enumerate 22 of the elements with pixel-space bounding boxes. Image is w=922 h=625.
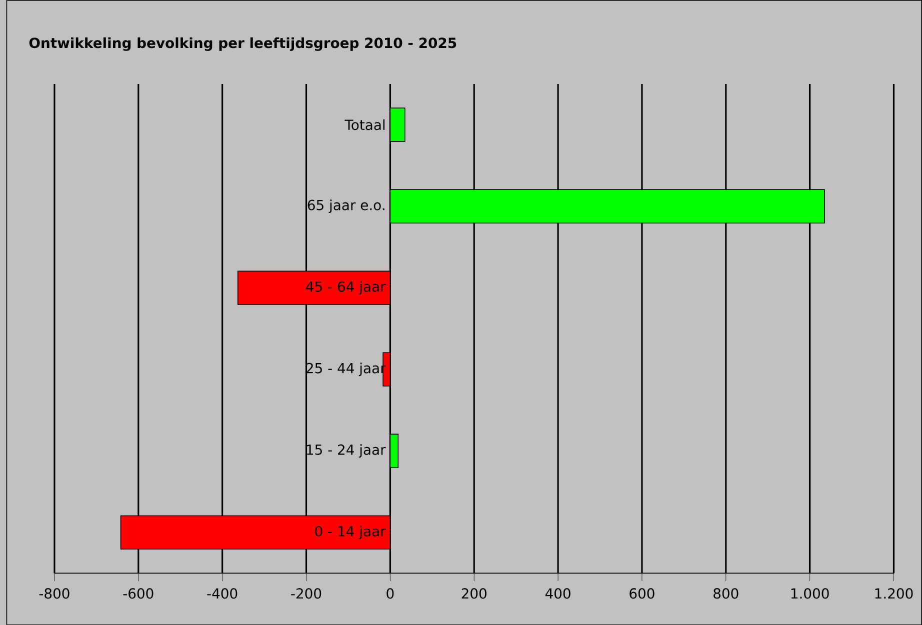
bar: [390, 189, 825, 224]
y-tick-label: 65 jaar e.o.: [308, 199, 384, 213]
y-tick-label: 45 - 64 jaar: [306, 280, 386, 294]
bar: [390, 107, 406, 142]
x-tick-label: -200: [291, 588, 322, 599]
bar: [120, 515, 391, 550]
x-tick-label: -400: [207, 588, 238, 599]
x-tick-label: 0: [386, 588, 394, 599]
bar: [390, 434, 399, 468]
chart-title: Ontwikkeling bevolking per leeftijdsgroep 2010 - 2025: [29, 37, 456, 51]
x-tick-label: -600: [123, 588, 154, 599]
y-tick-label: Totaal: [344, 119, 385, 130]
x-tick-label: 1.200: [875, 588, 913, 599]
y-tick-label: 0 - 14 jaar: [315, 526, 386, 540]
x-tick-label: 600: [630, 588, 654, 599]
x-tick-label: 400: [545, 588, 570, 599]
x-tick-label: 200: [462, 588, 486, 599]
x-tick-label: 800: [714, 588, 738, 599]
bar: [237, 270, 391, 305]
y-tick-label: 15 - 24 jaar: [306, 444, 386, 458]
x-tick-label: 1.000: [791, 588, 829, 599]
x-tick-label: -800: [39, 588, 70, 599]
